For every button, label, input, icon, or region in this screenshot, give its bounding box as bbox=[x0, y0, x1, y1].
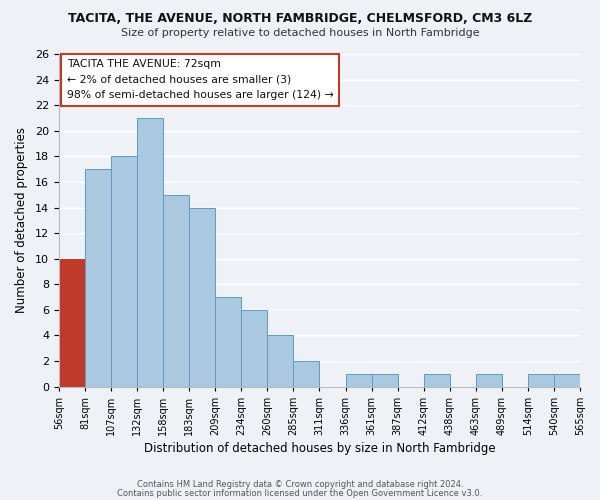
Text: Size of property relative to detached houses in North Fambridge: Size of property relative to detached ho… bbox=[121, 28, 479, 38]
X-axis label: Distribution of detached houses by size in North Fambridge: Distribution of detached houses by size … bbox=[143, 442, 495, 455]
Text: TACITA THE AVENUE: 72sqm
← 2% of detached houses are smaller (3)
98% of semi-det: TACITA THE AVENUE: 72sqm ← 2% of detache… bbox=[67, 59, 334, 100]
Bar bbox=[293, 361, 319, 386]
Bar bbox=[241, 310, 268, 386]
Bar bbox=[85, 169, 111, 386]
Bar bbox=[163, 194, 189, 386]
Bar bbox=[215, 297, 241, 386]
Bar bbox=[554, 374, 580, 386]
Bar bbox=[371, 374, 398, 386]
Text: Contains public sector information licensed under the Open Government Licence v3: Contains public sector information licen… bbox=[118, 488, 482, 498]
Bar bbox=[111, 156, 137, 386]
Bar bbox=[137, 118, 163, 386]
Bar bbox=[528, 374, 554, 386]
Text: Contains HM Land Registry data © Crown copyright and database right 2024.: Contains HM Land Registry data © Crown c… bbox=[137, 480, 463, 489]
Bar bbox=[476, 374, 502, 386]
Text: TACITA, THE AVENUE, NORTH FAMBRIDGE, CHELMSFORD, CM3 6LZ: TACITA, THE AVENUE, NORTH FAMBRIDGE, CHE… bbox=[68, 12, 532, 26]
Bar bbox=[268, 336, 293, 386]
Bar bbox=[346, 374, 371, 386]
Bar bbox=[189, 208, 215, 386]
Y-axis label: Number of detached properties: Number of detached properties bbox=[15, 128, 28, 314]
Bar bbox=[424, 374, 450, 386]
Bar bbox=[59, 258, 85, 386]
